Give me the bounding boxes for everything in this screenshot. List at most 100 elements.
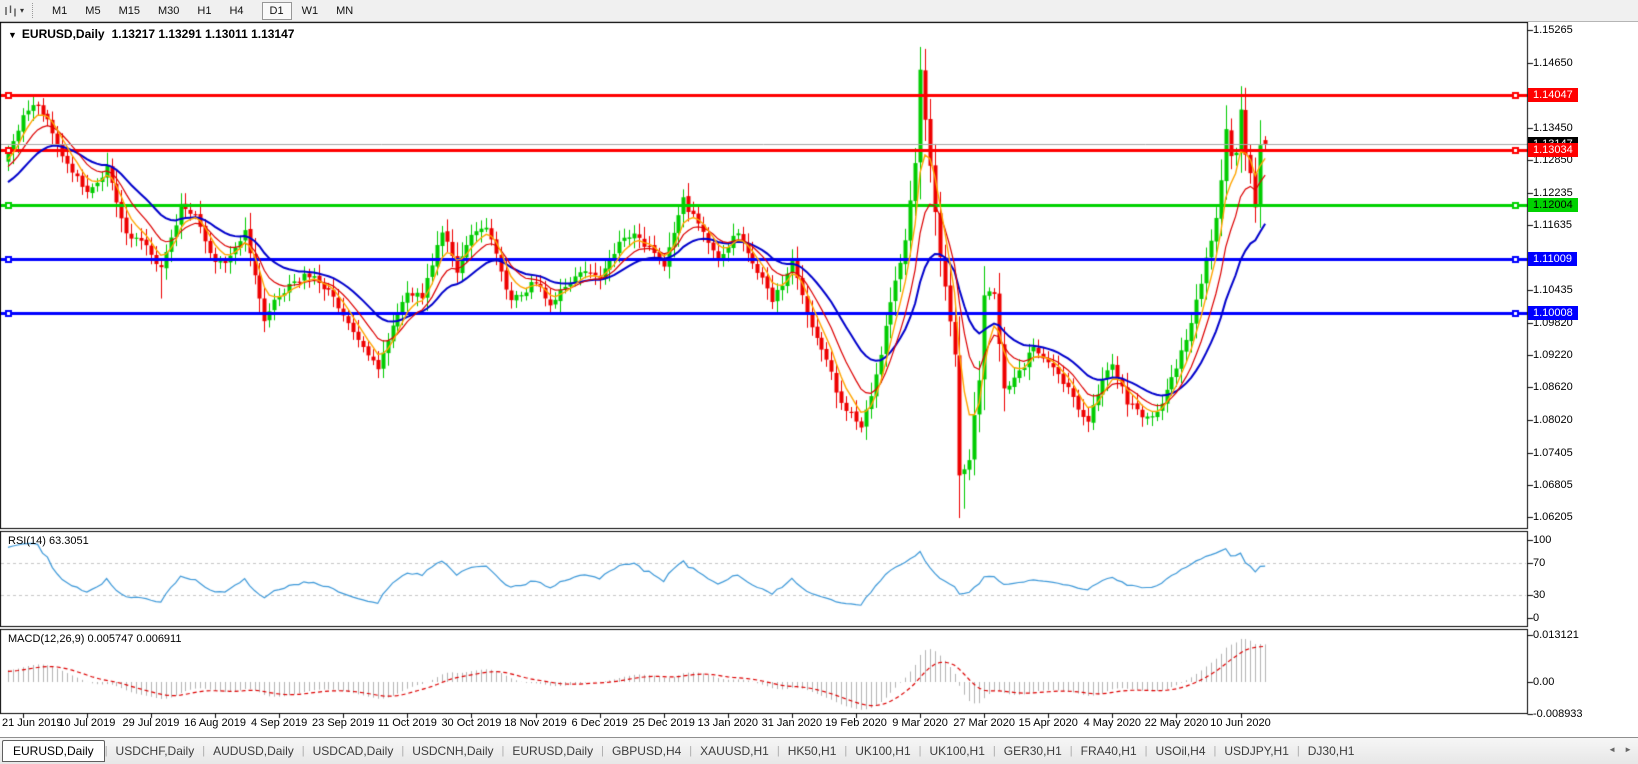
tab-eurusd-daily-5[interactable]: EURUSD,Daily [512, 744, 594, 758]
macd-axis-tick: 0.00 [1533, 676, 1555, 688]
tab-separator: | [918, 745, 922, 757]
tab-audusd-daily-2[interactable]: AUDUSD,Daily [213, 744, 294, 758]
date-axis-label: 10 Jun 2020 [1210, 717, 1271, 729]
tab-uk100-h1-9[interactable]: UK100,H1 [855, 744, 911, 758]
tab-separator: | [776, 745, 780, 757]
chart-ohlc-values: 1.13217 1.13291 1.13011 1.13147 [111, 27, 295, 41]
macd-axis-tick: -0.008933 [1533, 707, 1583, 720]
hline-price-label: 1.14047 [1528, 88, 1578, 103]
date-axis-label: 19 Feb 2020 [825, 717, 887, 729]
chart-tab-bar: EURUSD,Daily | USDCHF,Daily | AUDUSD,Daily | U… [0, 737, 1638, 764]
hline-price-label: 1.10008 [1528, 305, 1578, 320]
price-axis-tick: 1.07405 [1533, 446, 1573, 459]
timeframe-button-m30[interactable]: M30 [150, 2, 187, 20]
date-axis-label: 27 Mar 2020 [953, 717, 1016, 729]
tab-separator: | [202, 745, 206, 757]
tab-xauusd-h1-7[interactable]: XAUUSD,H1 [700, 744, 769, 758]
timeframe-button-m15[interactable]: M15 [111, 2, 148, 20]
chart-title: ▼ EURUSD,Daily 1.13217 1.13291 1.13011 1.1… [8, 27, 294, 41]
timeframe-button-m5[interactable]: M5 [77, 2, 108, 20]
date-axis-label: 16 Aug 2019 [184, 717, 246, 729]
date-axis-label: 6 Dec 2019 [571, 717, 628, 729]
rsi-axis-tick: 30 [1533, 588, 1546, 601]
timeframe-button-d1[interactable]: D1 [261, 2, 292, 20]
date-axis-label: 23 Sep 2019 [312, 717, 375, 729]
price-axis-tick: 1.08020 [1533, 413, 1573, 426]
tab-separator: | [301, 745, 305, 757]
price-axis-tick: 1.11635 [1533, 219, 1572, 232]
rsi-axis-tick: 70 [1533, 557, 1546, 570]
date-axis-label: 29 Jul 2019 [122, 717, 180, 729]
tab-separator: | [844, 745, 848, 757]
price-axis-tick: 1.09820 [1533, 316, 1573, 329]
rsi-axis-tick: 100 [1533, 534, 1552, 546]
date-axis-label: 13 Jan 2020 [697, 717, 759, 729]
hline-price-label: 1.11009 [1528, 251, 1577, 266]
chart-symbol: EURUSD,Daily [21, 27, 105, 41]
timeframe-buttons: M1 M5 M15 M30 H1 H4 D1 W1 MN [43, 1, 362, 20]
tab-separator: | [501, 745, 505, 757]
price-axis-tick: 1.06805 [1533, 478, 1573, 491]
date-axis-label: 9 Mar 2020 [892, 717, 948, 729]
timeframe-button-h1[interactable]: H1 [189, 2, 219, 20]
date-axis-label: 30 Oct 2019 [441, 717, 502, 729]
timeframe-button-mn[interactable]: MN [328, 2, 361, 20]
date-axis-label: 4 May 2020 [1083, 717, 1142, 729]
tab-hk50-h1-8[interactable]: HK50,H1 [787, 744, 837, 758]
date-axis-label: 18 Nov 2019 [504, 717, 567, 729]
tab-ger30-h1-11[interactable]: GER30,H1 [1003, 744, 1062, 758]
tab-separator: | [104, 745, 108, 757]
timeframe-button-h4[interactable]: H4 [221, 2, 251, 20]
date-axis-label: 10 Jul 2019 [58, 717, 116, 729]
price-axis-tick: 1.10435 [1533, 283, 1573, 296]
tab-gbpusd-h4-6[interactable]: GBPUSD,H4 [611, 744, 682, 758]
chart-type-dropdown[interactable]: ▾ [3, 4, 24, 18]
rsi-axis-tick: 0 [1533, 612, 1540, 624]
hline-price-label: 1.13034 [1528, 142, 1578, 157]
tab-separator: | [401, 745, 405, 757]
date-axis-label: 4 Sep 2019 [251, 717, 308, 729]
tab-eurusd-daily-0[interactable]: EURUSD,Daily [2, 740, 105, 762]
date-axis-label: 15 Apr 2020 [1018, 717, 1078, 729]
tab-uk100-h1-10[interactable]: UK100,H1 [929, 744, 985, 758]
tab-usdcnh-daily-4[interactable]: USDCNH,Daily [412, 744, 494, 758]
timeframe-button-w1[interactable]: W1 [294, 2, 327, 20]
tab-separator: | [992, 745, 996, 757]
tab-dj30-h1-15[interactable]: DJ30,H1 [1307, 744, 1355, 758]
date-axis-label: 21 Jun 2019 [2, 717, 63, 729]
date-axis-label: 11 Oct 2019 [377, 717, 437, 729]
rsi-label: RSI(14) 63.3051 [8, 535, 89, 547]
tab-separator: | [1296, 745, 1300, 757]
tab-separator: | [601, 745, 604, 757]
tab-separator: | [1069, 745, 1073, 757]
price-axis-tick: 1.09220 [1533, 349, 1573, 361]
macd-axis-tick: 0.013121 [1533, 629, 1579, 641]
tab-usoil-h4-13[interactable]: USOil,H4 [1155, 744, 1206, 758]
price-axis-tick: 1.12235 [1533, 186, 1573, 199]
tab-scroll-right-icon[interactable]: ► [1624, 745, 1632, 754]
date-axis-label: 22 May 2020 [1144, 717, 1209, 729]
price-axis-tick: 1.08620 [1533, 381, 1573, 394]
price-axis-tick: 1.06205 [1533, 511, 1573, 524]
tab-scroll-left-icon[interactable]: ◄ [1608, 745, 1617, 754]
bar-chart-icon [5, 5, 16, 16]
hline-price-label: 1.12004 [1528, 198, 1578, 213]
price-axis-tick: 1.15265 [1533, 24, 1573, 36]
chart-canvas[interactable] [0, 22, 1638, 737]
chart-area: ▼ EURUSD,Daily 1.13217 1.13291 1.13011 1.1… [0, 22, 1638, 737]
tab-usdchf-daily-1[interactable]: USDCHF,Daily [115, 744, 195, 758]
dropdown-caret-icon: ▾ [20, 6, 25, 15]
timeframe-button-m1[interactable]: M1 [44, 2, 75, 20]
date-axis-label: 25 Dec 2019 [632, 717, 695, 729]
tab-scroll-arrows: ◄ ► [1608, 745, 1632, 754]
tab-usdcad-daily-3[interactable]: USDCAD,Daily [312, 744, 394, 758]
title-caret-icon: ▼ [8, 30, 17, 40]
price-axis-tick: 1.13450 [1533, 121, 1573, 134]
tab-separator: | [689, 745, 693, 757]
toolbar-grip[interactable] [32, 3, 37, 18]
tab-separator: | [1213, 745, 1217, 757]
tab-usdjpy-h1-14[interactable]: USDJPY,H1 [1224, 744, 1289, 758]
timeframe-toolbar: ▾ M1 M5 M15 M30 H1 H4 D1 W1 MN [0, 0, 1638, 22]
tab-fra40-h1-12[interactable]: FRA40,H1 [1080, 744, 1137, 758]
